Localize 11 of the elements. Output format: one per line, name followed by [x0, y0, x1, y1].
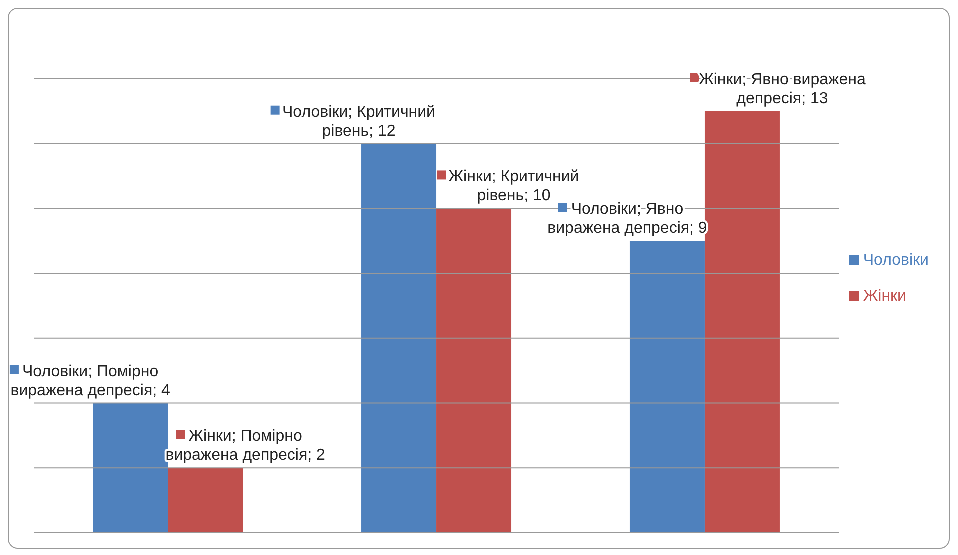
- bar: [704, 111, 780, 533]
- bar: [362, 144, 437, 533]
- legend-label: Жінки: [863, 288, 906, 304]
- bar: [168, 468, 244, 533]
- data-label: Чоловіки; Помірно виражена депресія; 4: [10, 363, 171, 400]
- legend-label: Чоловіки: [863, 252, 929, 268]
- data-label: Чоловіки; Критичний рівень; 12: [282, 104, 436, 140]
- bar: [630, 241, 705, 533]
- bar: [93, 403, 168, 533]
- data-label: Жінки; Явно виражена депресія; 13: [699, 71, 866, 108]
- bar: [436, 208, 512, 533]
